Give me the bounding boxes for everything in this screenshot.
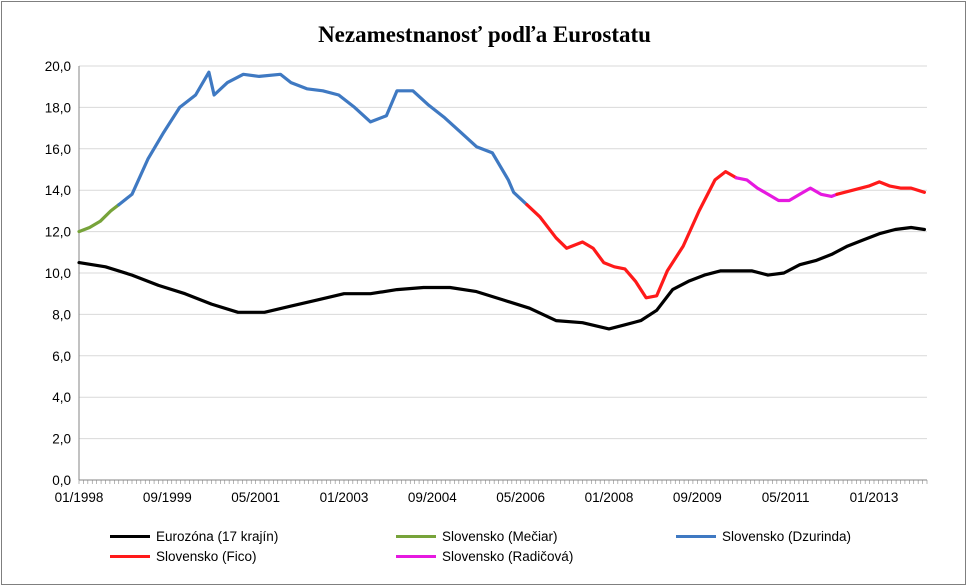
y-tick-label: 8,0 — [52, 307, 71, 322]
y-tick-label: 20,0 — [45, 59, 71, 74]
legend-label: Slovensko (Mečiar) — [442, 529, 558, 544]
y-tick-label: 18,0 — [45, 100, 71, 115]
series-line-3 — [525, 170, 738, 300]
x-tick-label: 01/2008 — [585, 490, 634, 505]
y-tick-label: 14,0 — [45, 183, 71, 198]
x-tick-label: 09/2009 — [673, 490, 722, 505]
series-line-4 — [734, 176, 839, 203]
legend: Eurozóna (17 krajín) Slovensko (Mečiar) … — [110, 529, 930, 579]
y-tick-label: 12,0 — [45, 225, 71, 240]
x-tick-label: 01/2013 — [850, 490, 899, 505]
legend-label: Eurozóna (17 krajín) — [156, 529, 279, 544]
x-tick-label: 01/1998 — [55, 490, 104, 505]
line-chart: 0,0 2,0 4,0 6,0 8,0 10,0 12,0 14,0 16,0 18,0 20,0 0… — [45, 59, 928, 505]
chart-title: Nezamestnanosť podľa Eurostatu — [318, 22, 651, 47]
legend-swatch — [396, 555, 436, 558]
series-line-5 — [835, 180, 927, 196]
x-tick-label: 05/2001 — [231, 490, 280, 505]
series-line-0 — [77, 225, 927, 331]
y-tick-label: 2,0 — [52, 432, 71, 447]
x-tick-label: 09/2004 — [408, 490, 457, 505]
y-tick-label: 10,0 — [45, 266, 71, 281]
y-tick-label: 0,0 — [52, 473, 71, 488]
legend-swatch — [110, 535, 150, 538]
series-line-2 — [117, 70, 529, 207]
legend-item-meciar: Slovensko (Mečiar) — [396, 529, 558, 544]
legend-label: Slovensko (Fico) — [156, 549, 257, 564]
y-tick-label: 6,0 — [52, 349, 71, 364]
x-tick-label: 09/1999 — [143, 490, 192, 505]
x-tick-label: 05/2006 — [496, 490, 545, 505]
x-tick-label: 01/2003 — [320, 490, 369, 505]
legend-item-fico: Slovensko (Fico) — [110, 549, 257, 564]
legend-label: Slovensko (Radičová) — [442, 549, 574, 564]
y-tick-label: 4,0 — [52, 390, 71, 405]
legend-swatch — [110, 555, 150, 558]
legend-item-radicova: Slovensko (Radičová) — [396, 549, 573, 564]
y-tick-label: 16,0 — [45, 142, 71, 157]
x-tick-label: 05/2011 — [762, 490, 810, 505]
legend-swatch — [396, 535, 436, 538]
legend-item-eurozona: Eurozóna (17 krajín) — [110, 529, 278, 544]
legend-swatch — [676, 535, 716, 538]
legend-item-dzurinda: Slovensko (Dzurinda) — [676, 529, 851, 544]
series-line-1 — [77, 203, 121, 234]
legend-label: Slovensko (Dzurinda) — [722, 529, 852, 544]
